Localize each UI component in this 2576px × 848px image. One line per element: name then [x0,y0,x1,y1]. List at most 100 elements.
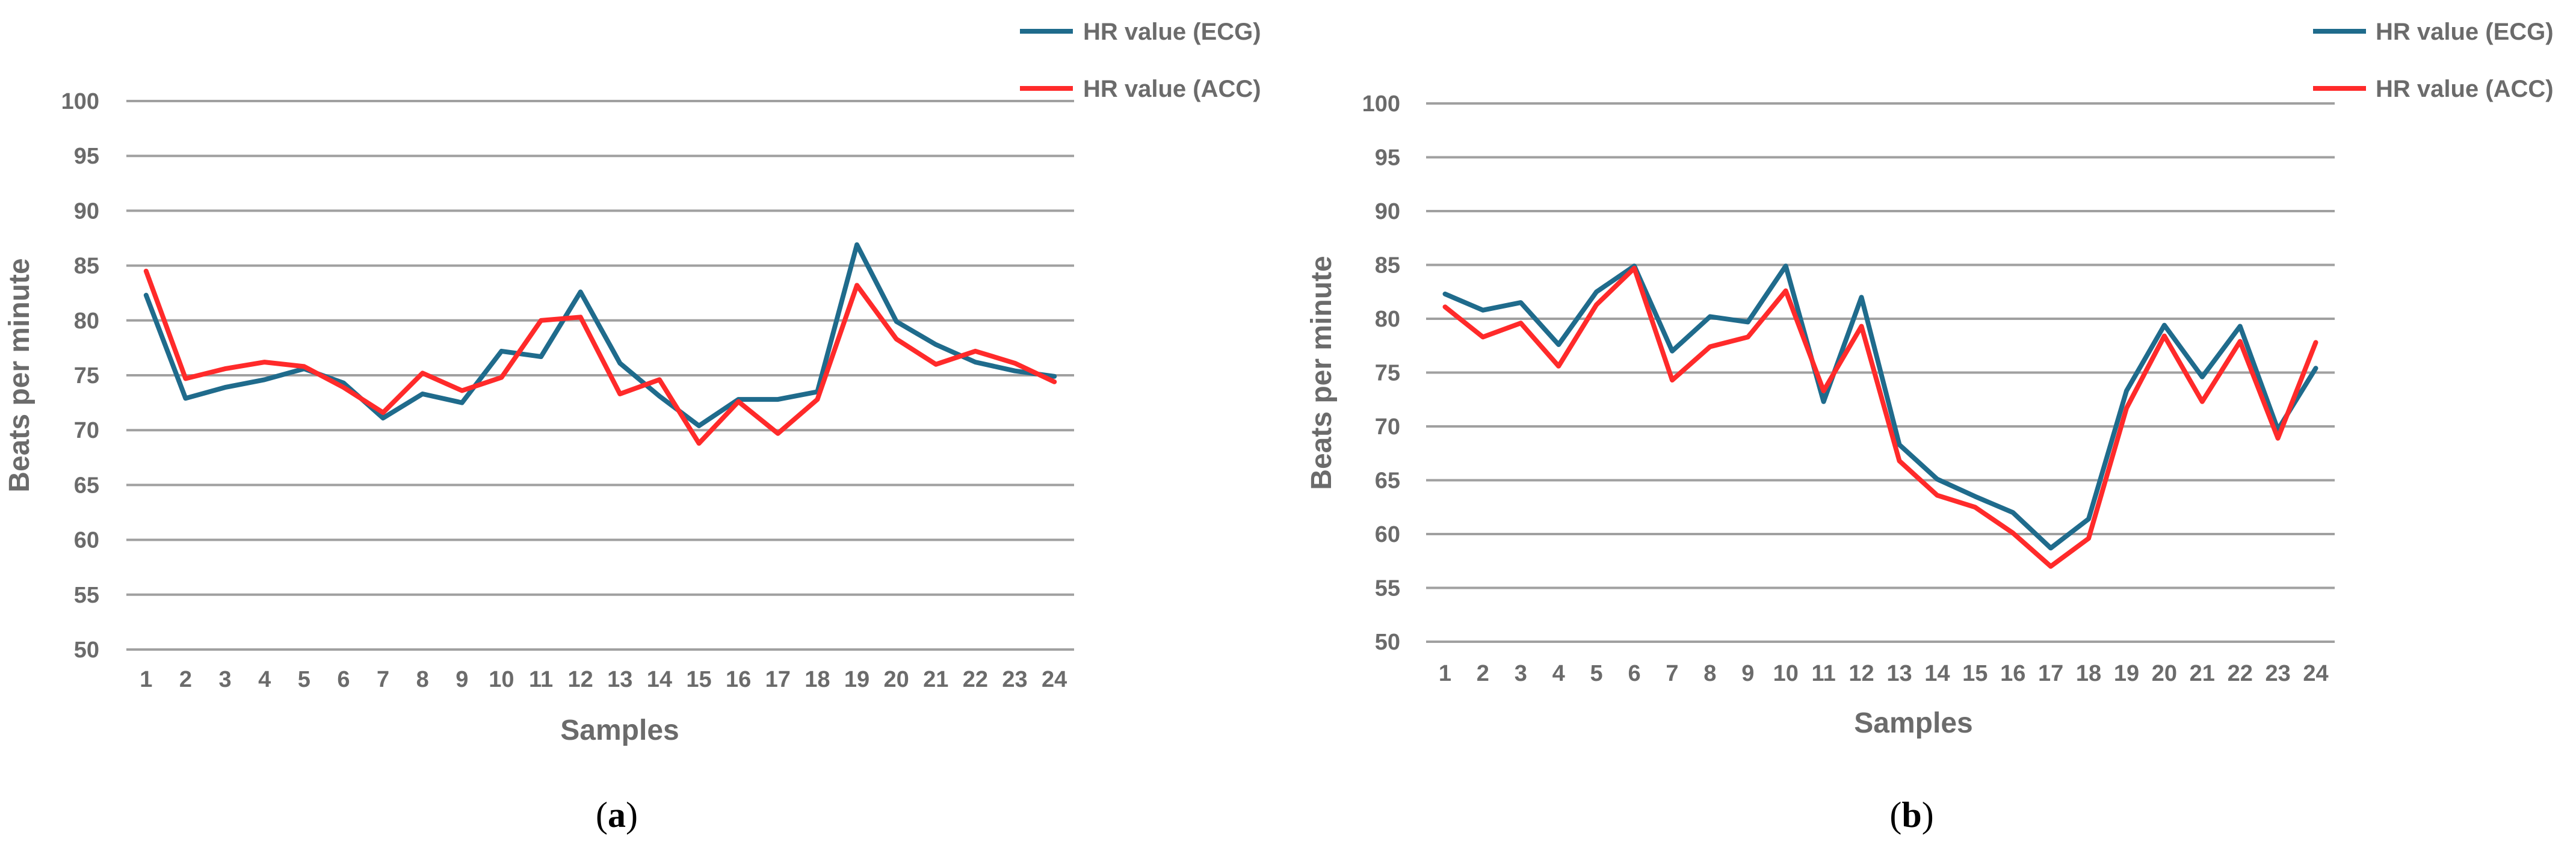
data-point-acc [2276,437,2279,440]
data-point-acc [2238,340,2241,343]
y-tick-label: 75 [1375,361,1400,386]
data-point-ecg [381,417,385,420]
data-point-acc [1670,379,1673,382]
data-point-ecg [1784,265,1787,268]
data-point-ecg [974,361,977,364]
data-point-acc [1898,459,1901,462]
x-tick-label: 6 [1628,661,1640,686]
y-tick-label: 90 [74,198,99,224]
data-point-ecg [895,320,898,323]
data-point-ecg [1595,290,1598,293]
data-point-acc [697,442,700,445]
x-tick-label: 12 [1849,661,1874,686]
y-tick-label: 100 [61,89,99,114]
panel-caption: (b) [1889,795,1933,835]
data-point-ecg [540,355,543,358]
data-point-acc [2087,537,2090,540]
x-tick-label: 13 [1886,661,1912,686]
x-tick-label: 14 [1924,661,1950,686]
y-tick-label: 50 [1375,630,1400,655]
y-tick-label: 85 [1375,253,1400,278]
series-line-ecg [1442,263,2318,551]
x-tick-label: 2 [179,667,192,692]
data-point-acc [224,367,227,370]
y-axis-title: Beats per minute [1306,256,1338,490]
data-point-acc [381,411,385,414]
data-point-acc [1974,506,1977,509]
x-tick-label: 19 [2114,661,2139,686]
y-tick-label: 95 [1375,146,1400,171]
data-point-acc [895,337,898,340]
caption-close: ) [1922,795,1934,835]
data-point-ecg [579,290,582,293]
data-point-ecg [263,378,266,381]
data-point-ecg [460,401,463,404]
data-point-acc [1444,306,1447,309]
data-point-acc [540,319,543,322]
x-tick-label: 6 [337,667,350,692]
panel-caption: (a) [596,795,638,835]
data-point-acc [460,389,463,392]
y-tick-label: 85 [74,254,99,279]
x-tick-label: 19 [844,667,869,692]
x-tick-label: 15 [686,667,711,692]
data-point-acc [579,316,582,319]
data-point-ecg [1557,343,1560,346]
y-axis-title: Beats per minute [4,258,36,492]
x-tick-label: 8 [416,667,429,692]
data-point-acc [619,393,622,396]
x-tick-label: 18 [2076,661,2101,686]
caption-close: ) [626,795,638,835]
x-tick-label: 12 [568,667,593,692]
data-point-ecg [1746,321,1749,324]
data-point-acc [263,361,266,364]
x-tick-label: 24 [1042,667,1067,692]
data-point-acc [2012,532,2015,535]
caption-letter: b [1901,795,1921,835]
legend-label-ecg: HR value (ECG) [1083,19,1261,45]
data-point-ecg [1860,296,1863,299]
x-tick-label: 5 [1590,661,1603,686]
y-tick-label: 65 [74,473,99,498]
x-tick-label: 21 [2190,661,2215,686]
data-point-acc [2163,334,2166,337]
caption-open: ( [596,795,608,835]
x-axis-title: Samples [1854,707,1972,739]
y-tick-label: 60 [74,528,99,553]
x-tick-label: 11 [1812,661,1836,686]
x-tick-label: 4 [258,667,271,692]
x-tick-label: 14 [647,667,672,692]
data-point-ecg [1519,301,1522,304]
x-tick-label: 2 [1477,661,1489,686]
data-point-acc [658,378,661,381]
data-point-ecg [1898,443,1901,446]
x-tick-label: 3 [218,667,231,692]
data-point-acc [1481,336,1484,339]
data-point-acc [1633,266,1636,269]
data-point-acc [1936,494,1939,497]
data-point-ecg [1670,349,1673,352]
data-point-acc [816,398,819,401]
x-tick-label: 9 [456,667,468,692]
data-point-acc [1860,325,1863,328]
y-tick-label: 55 [1375,576,1400,601]
data-point-ecg [776,398,779,401]
legend-label-acc: HR value (ACC) [2376,76,2554,102]
x-tick-label: 18 [805,667,830,692]
x-tick-label: 17 [2038,661,2063,686]
data-point-ecg [856,243,859,246]
data-point-ecg [144,293,147,296]
data-point-acc [342,386,345,389]
y-tick-label: 70 [74,418,99,443]
x-tick-label: 11 [529,667,553,692]
x-tick-label: 8 [1703,661,1716,686]
data-point-acc [184,377,187,380]
data-point-ecg [342,381,345,384]
data-point-acc [1519,322,1522,325]
data-point-acc [303,365,306,368]
data-point-acc [856,284,859,287]
x-tick-label: 20 [884,667,909,692]
y-tick-label: 80 [74,309,99,334]
